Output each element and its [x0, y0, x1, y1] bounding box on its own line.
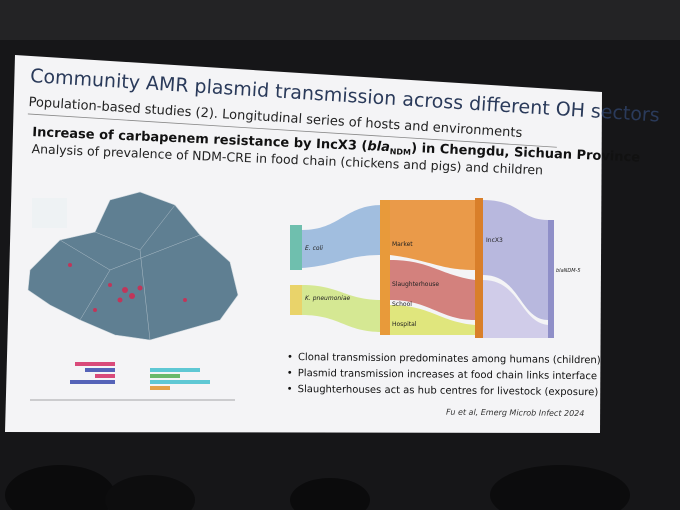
- node-label: Hospital: [392, 321, 417, 328]
- map-figure: [27, 191, 239, 401]
- node-label: blaNDM-5: [556, 268, 581, 274]
- flow: [390, 260, 475, 320]
- citation: Fu et al, Emerg Microb Infect 2024: [446, 408, 584, 418]
- node: [290, 285, 302, 315]
- sankey-figure: E. coli K. pneumoniae Market Slaughterho…: [290, 198, 581, 338]
- node-label: E. coli: [305, 245, 323, 252]
- audience-head: [5, 465, 115, 510]
- audience-head: [105, 475, 195, 510]
- map-borders: [59, 204, 201, 341]
- ceiling: [0, 0, 680, 40]
- audience-head: [290, 478, 370, 510]
- flow: [390, 200, 475, 270]
- flow: [302, 285, 382, 332]
- node: [475, 198, 483, 338]
- map-legend: [32, 198, 67, 228]
- node-label: Slaughterhouse: [392, 281, 439, 288]
- node-label: School: [392, 301, 412, 308]
- bullet: Clonal transmission predominates among h…: [298, 352, 601, 366]
- node-label: Market: [392, 241, 413, 248]
- node-label: K. pneumoniae: [305, 295, 351, 302]
- node: [548, 220, 554, 338]
- map-region: [27, 191, 239, 341]
- audience-head: [490, 465, 630, 510]
- bullet-marker: •: [287, 368, 293, 379]
- flow: [390, 305, 475, 335]
- bullet-marker: •: [287, 384, 293, 395]
- flow: [302, 205, 382, 268]
- bar-figure: [30, 362, 235, 401]
- node: [290, 225, 302, 270]
- bullet: Plasmid transmission increases at food c…: [298, 368, 597, 382]
- bullet-marker: •: [287, 352, 293, 363]
- bullet: Slaughterhouses act as hub centres for l…: [298, 384, 599, 398]
- node: [380, 200, 390, 335]
- divider: [27, 113, 557, 148]
- flow: [483, 280, 548, 338]
- flow: [483, 200, 548, 320]
- map-points: [68, 263, 187, 312]
- node-label: IncX3: [486, 237, 503, 244]
- bullets: • Clonal transmission predominates among…: [287, 352, 601, 418]
